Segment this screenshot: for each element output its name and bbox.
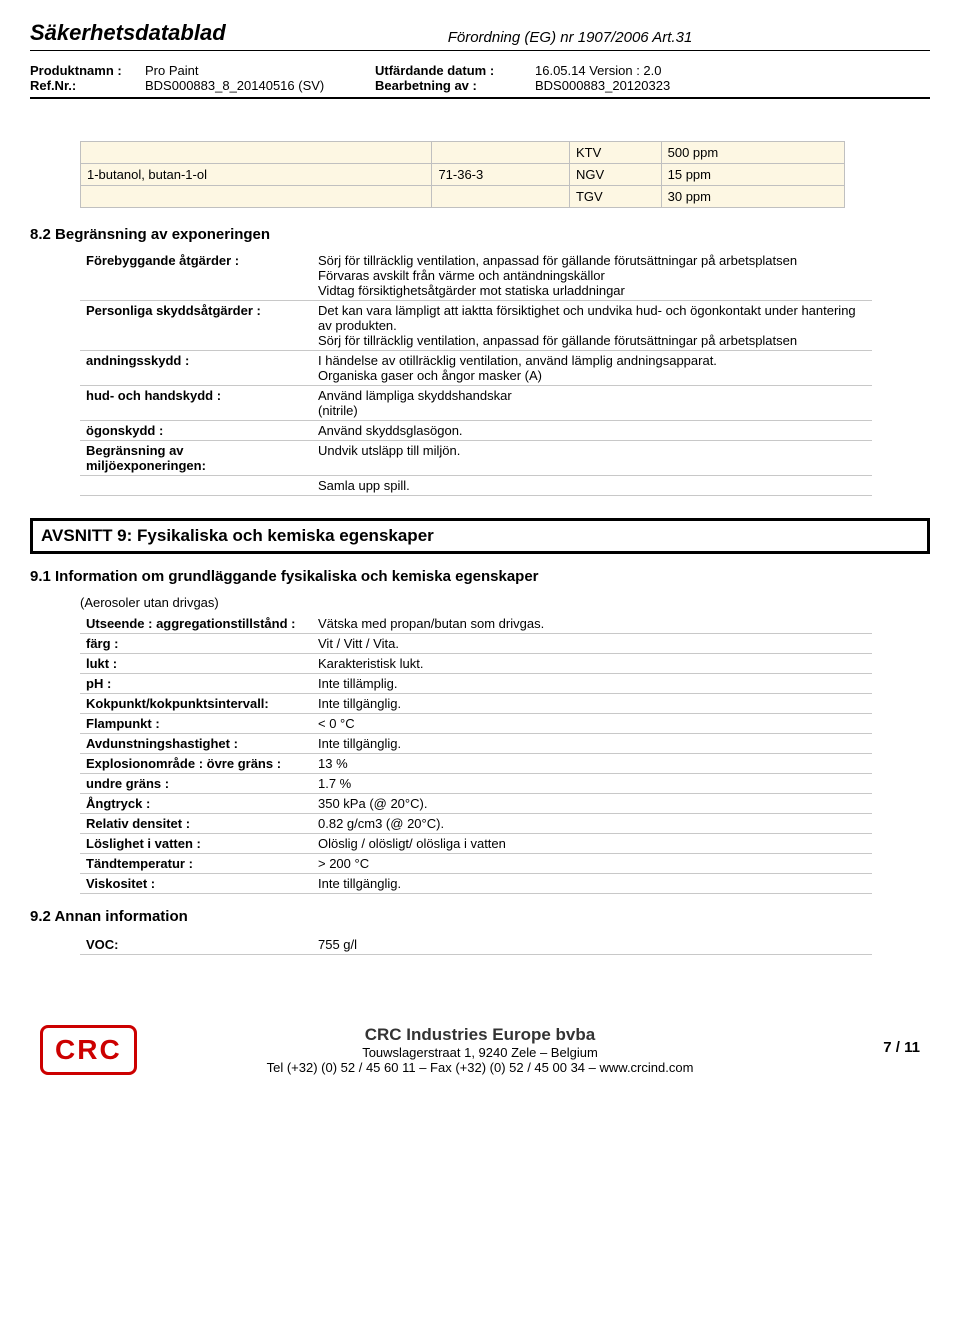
prop-val: 350 kPa (@ 20°C). <box>312 794 872 814</box>
issue-date: 16.05.14 Version : 2.0 <box>535 63 661 78</box>
page-footer: CRC CRC Industries Europe bvba Touwslage… <box>30 1025 930 1075</box>
substance-limit-table: KTV 500 ppm 1-butanol, butan-1-ol 71-36-… <box>80 141 845 208</box>
prop-key: ögonskydd : <box>80 421 312 441</box>
prop-key: Kokpunkt/kokpunktsintervall: <box>80 694 312 714</box>
prop-val: Samla upp spill. <box>312 476 872 496</box>
prop-key <box>80 476 312 496</box>
rev-label: Bearbetning av : <box>375 78 535 93</box>
table-cell <box>81 186 432 208</box>
prop-key: Relativ densitet : <box>80 814 312 834</box>
prop-key: undre gräns : <box>80 774 312 794</box>
metadata-block: Produktnamn : Pro Paint Utfärdande datum… <box>30 63 930 93</box>
table-cell: 71-36-3 <box>432 164 570 186</box>
prop-key: Löslighet i vatten : <box>80 834 312 854</box>
prop-val: Karakteristisk lukt. <box>312 654 872 674</box>
prop-val: Inte tillgänglig. <box>312 734 872 754</box>
prop-val: Använd lämpliga skyddshandskar(nitrile) <box>312 386 872 421</box>
prop-val: 755 g/l <box>312 935 872 955</box>
prop-key: andningsskydd : <box>80 351 312 386</box>
product-label: Produktnamn : <box>30 63 145 78</box>
issue-label: Utfärdande datum : <box>375 63 535 78</box>
prop-key: Tändtemperatur : <box>80 854 312 874</box>
prop-key: Flampunkt : <box>80 714 312 734</box>
prop-val: I händelse av otillräcklig ventilation, … <box>312 351 872 386</box>
table-cell: NGV <box>569 164 661 186</box>
rev-value: BDS000883_20120323 <box>535 78 670 93</box>
aerosol-note: (Aerosoler utan drivgas) <box>80 595 930 610</box>
prop-val: Det kan vara lämpligt att iaktta försikt… <box>312 301 872 351</box>
table-cell <box>432 142 570 164</box>
prop-key: Personliga skyddsåtgärder : <box>80 301 312 351</box>
prop-val: Sörj för tillräcklig ventilation, anpass… <box>312 251 872 301</box>
ref-value: BDS000883_8_20140516 (SV) <box>145 78 375 93</box>
prop-key: pH : <box>80 674 312 694</box>
exposure-controls-table: Förebyggande åtgärder :Sörj för tillräck… <box>80 251 872 496</box>
prop-key: Förebyggande åtgärder : <box>80 251 312 301</box>
table-cell: TGV <box>569 186 661 208</box>
prop-key: VOC: <box>80 935 312 955</box>
table-cell: 500 ppm <box>661 142 844 164</box>
table-cell: KTV <box>569 142 661 164</box>
physical-props-table: Utseende : aggregationstillstånd :Vätska… <box>80 614 872 894</box>
table-cell: 15 ppm <box>661 164 844 186</box>
table-cell: 1-butanol, butan-1-ol <box>81 164 432 186</box>
prop-val: Olöslig / olösligt/ olösliga i vatten <box>312 834 872 854</box>
company-name: CRC Industries Europe bvba <box>30 1025 930 1045</box>
prop-key: hud- och handskydd : <box>80 386 312 421</box>
prop-key: Avdunstningshastighet : <box>80 734 312 754</box>
prop-val: Använd skyddsglasögon. <box>312 421 872 441</box>
prop-key: lukt : <box>80 654 312 674</box>
crc-logo: CRC <box>40 1025 137 1075</box>
prop-val: > 200 °C <box>312 854 872 874</box>
prop-val: Vätska med propan/butan som drivgas. <box>312 614 872 634</box>
section-9-bar: AVSNITT 9: Fysikaliska och kemiska egens… <box>30 518 930 554</box>
voc-table: VOC:755 g/l <box>80 935 872 955</box>
company-address: Touwslagerstraat 1, 9240 Zele – Belgium <box>30 1045 930 1060</box>
table-cell <box>81 142 432 164</box>
prop-val: 1.7 % <box>312 774 872 794</box>
prop-val: Vit / Vitt / Vita. <box>312 634 872 654</box>
prop-val: 0.82 g/cm3 (@ 20°C). <box>312 814 872 834</box>
prop-val: Inte tillgänglig. <box>312 874 872 894</box>
product-name: Pro Paint <box>145 63 375 78</box>
regulation-ref: Förordning (EG) nr 1907/2006 Art.31 <box>390 29 750 46</box>
prop-key: Viskositet : <box>80 874 312 894</box>
doc-title: Säkerhetsdatablad <box>30 20 390 46</box>
prop-val: Inte tillgänglig. <box>312 694 872 714</box>
prop-val: Undvik utsläpp till miljön. <box>312 441 872 476</box>
section-9-1-heading: 9.1 Information om grundläggande fysikal… <box>30 568 930 585</box>
company-contact: Tel (+32) (0) 52 / 45 60 11 – Fax (+32) … <box>30 1060 930 1075</box>
prop-key: färg : <box>80 634 312 654</box>
prop-key: Begränsning av miljöexponeringen: <box>80 441 312 476</box>
prop-val: 13 % <box>312 754 872 774</box>
page-number: 7 / 11 <box>883 1039 920 1056</box>
prop-val: < 0 °C <box>312 714 872 734</box>
prop-val: Inte tillämplig. <box>312 674 872 694</box>
prop-key: Explosionområde : övre gräns : <box>80 754 312 774</box>
section-8-2-heading: 8.2 Begränsning av exponeringen <box>30 226 930 243</box>
table-cell: 30 ppm <box>661 186 844 208</box>
section-9-2-heading: 9.2 Annan information <box>30 908 930 925</box>
table-cell <box>432 186 570 208</box>
prop-key: Ångtryck : <box>80 794 312 814</box>
ref-label: Ref.Nr.: <box>30 78 145 93</box>
prop-key: Utseende : aggregationstillstånd : <box>80 614 312 634</box>
